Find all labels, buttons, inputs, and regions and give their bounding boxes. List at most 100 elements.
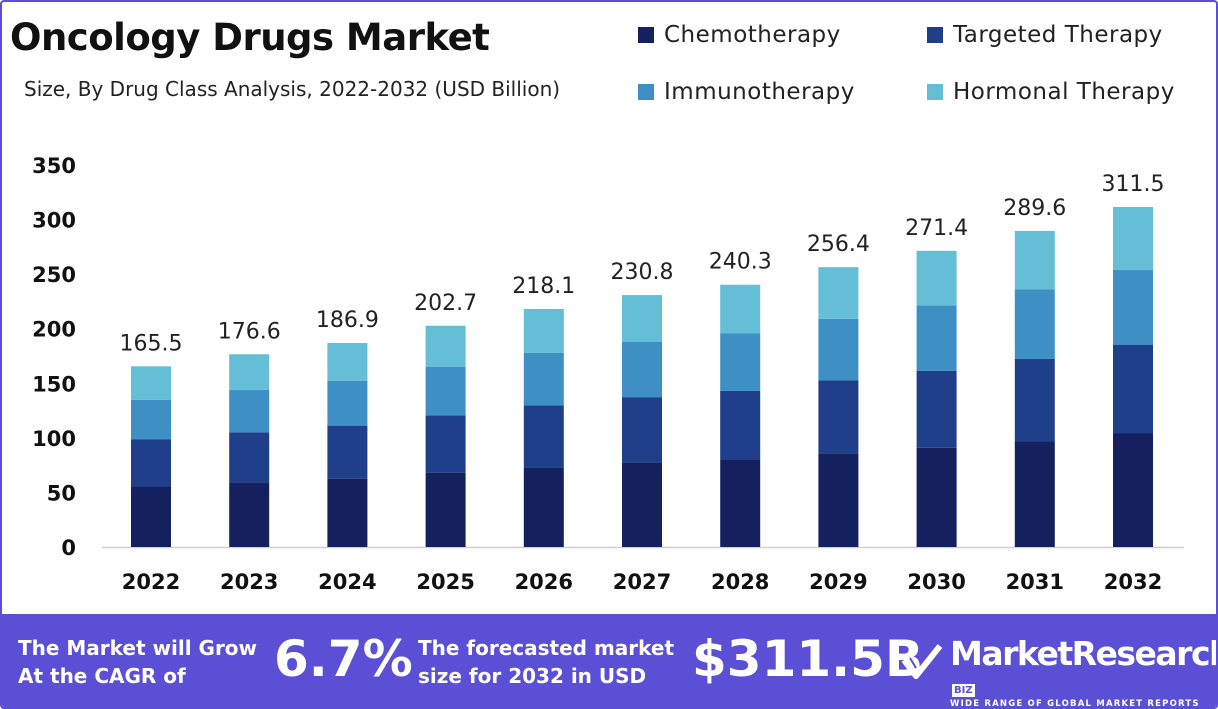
brand-logo: MarketResearch BIZ WIDE RANGE OF GLOBAL M… [950, 636, 1216, 709]
bar-segment-immunotherapy [229, 389, 270, 433]
cagr-value: 6.7% [274, 630, 413, 688]
bar-segment-immunotherapy [720, 333, 761, 391]
legend-swatch-hormonal-therapy [927, 84, 943, 100]
x-tick-label: 2028 [711, 570, 769, 594]
x-tick-label: 2030 [907, 570, 965, 594]
bar-segment-immunotherapy [425, 366, 466, 416]
bar-segment-chemotherapy [1014, 441, 1055, 547]
legend-swatch-targeted-therapy [927, 27, 943, 43]
bar-segment-hormonal-therapy [131, 366, 171, 400]
bar-segment-chemotherapy [229, 482, 270, 547]
bar-segment-targeted-therapy [916, 370, 957, 448]
y-tick-label: 50 [47, 481, 76, 505]
forecast-caption: The forecasted market size for 2032 in U… [418, 634, 674, 690]
bar-total-label: 202.7 [414, 291, 477, 316]
cagr-caption-line-2: At the CAGR of [18, 664, 186, 688]
bar-segment-chemotherapy [720, 459, 761, 547]
bar-segment-targeted-therapy [131, 439, 171, 487]
legend-swatch-chemotherapy [638, 27, 654, 43]
bar-segment-chemotherapy [818, 453, 859, 547]
y-tick-label: 300 [32, 209, 76, 233]
bar-segment-targeted-therapy [327, 425, 368, 479]
bar-total-label: 165.5 [120, 331, 183, 356]
x-tick-label: 2029 [809, 570, 867, 594]
bar-total-label: 311.5 [1102, 172, 1165, 197]
x-tick-label: 2023 [220, 570, 278, 594]
forecast-value: $311.5B [692, 630, 924, 688]
bar-segment-hormonal-therapy [425, 325, 466, 367]
chart-subtitle: Size, By Drug Class Analysis, 2022-2032 … [24, 77, 561, 101]
x-tick-label: 2022 [122, 570, 180, 594]
x-tick-label: 2032 [1104, 570, 1162, 594]
bar-segment-chemotherapy [131, 486, 171, 547]
bar-segment-targeted-therapy [523, 405, 564, 468]
bar-segment-targeted-therapy [425, 415, 466, 473]
bar-segment-hormonal-therapy [916, 250, 957, 306]
chart-title: Oncology Drugs Market [10, 16, 490, 59]
x-tick-label: 2031 [1006, 570, 1064, 594]
bar-total-label: 289.6 [1003, 196, 1066, 221]
legend-item-immunotherapy: Immunotherapy [638, 79, 855, 105]
y-tick-label: 0 [61, 536, 76, 560]
legend-label-chemotherapy: Chemotherapy [664, 22, 841, 48]
bar-segment-immunotherapy [1014, 289, 1055, 359]
bar-segment-hormonal-therapy [229, 354, 270, 390]
x-tick-label: 2026 [515, 570, 573, 594]
y-tick-label: 150 [32, 372, 76, 396]
bar-segment-immunotherapy [131, 399, 171, 440]
bar-segment-immunotherapy [916, 305, 957, 371]
bar-segment-chemotherapy [916, 447, 957, 547]
bar-segment-immunotherapy [523, 352, 564, 406]
bar-segment-hormonal-therapy [1014, 230, 1055, 290]
brand-check-icon [901, 644, 943, 679]
bar-segment-targeted-therapy [622, 397, 662, 463]
bar-segment-chemotherapy [1113, 433, 1153, 547]
bar-total-label: 240.3 [709, 250, 772, 275]
brand-biz-badge: BIZ [952, 684, 975, 697]
bar-segment-hormonal-therapy [720, 284, 761, 334]
bar-segment-chemotherapy [425, 472, 466, 547]
bar-segment-targeted-therapy [818, 380, 859, 454]
bar-segment-hormonal-therapy [622, 295, 662, 342]
bar-total-label: 186.9 [316, 308, 379, 333]
bar-segment-targeted-therapy [720, 390, 761, 460]
bar-segment-hormonal-therapy [523, 308, 564, 353]
cagr-caption: The Market will Grow At the CAGR of [18, 634, 257, 690]
bar-total-label: 218.1 [512, 274, 575, 299]
footer-banner: The Market will Grow At the CAGR of 6.7%… [2, 614, 1216, 707]
legend-swatch-immunotherapy [638, 84, 654, 100]
bar-chart: 0 50 100 150 200 250 300 350 165.5 2022 176.6 2023 1… [32, 154, 1184, 594]
bar-segment-targeted-therapy [1113, 344, 1153, 434]
bar-total-label: 176.6 [218, 319, 281, 344]
legend-label-immunotherapy: Immunotherapy [664, 79, 855, 105]
bar-segment-immunotherapy [622, 341, 662, 398]
y-tick-label: 250 [32, 263, 76, 287]
bar-segment-chemotherapy [622, 462, 662, 547]
legend-label-targeted-therapy: Targeted Therapy [953, 22, 1163, 48]
bar-total-label: 256.4 [807, 232, 870, 257]
bar-segment-hormonal-therapy [327, 343, 368, 381]
bar-segment-targeted-therapy [229, 432, 270, 483]
bar-segment-immunotherapy [818, 318, 859, 381]
x-tick-label: 2025 [416, 570, 474, 594]
bar-segment-chemotherapy [327, 478, 368, 547]
legend-label-hormonal-therapy: Hormonal Therapy [953, 79, 1175, 105]
y-tick-label: 350 [32, 154, 76, 178]
bar-segment-immunotherapy [327, 380, 368, 426]
bar-total-label: 271.4 [905, 216, 968, 241]
x-tick-label: 2027 [613, 570, 671, 594]
legend-item-targeted-therapy: Targeted Therapy [927, 22, 1163, 48]
legend-item-chemotherapy: Chemotherapy [638, 22, 841, 48]
bar-total-label: 230.8 [611, 260, 674, 285]
cagr-caption-line-1: The Market will Grow [18, 636, 258, 660]
bar-segment-immunotherapy [1113, 269, 1153, 345]
bar-segment-targeted-therapy [1014, 358, 1055, 442]
x-tick-label: 2024 [318, 570, 376, 594]
brand-tagline: WIDE RANGE OF GLOBAL MARKET REPORTS [950, 699, 1200, 709]
legend-item-hormonal-therapy: Hormonal Therapy [927, 79, 1175, 105]
y-tick-label: 200 [32, 318, 76, 342]
forecast-caption-line-2: size for 2032 in USD [418, 664, 647, 688]
y-tick-label: 100 [32, 427, 76, 451]
bar-segment-hormonal-therapy [1113, 207, 1153, 270]
